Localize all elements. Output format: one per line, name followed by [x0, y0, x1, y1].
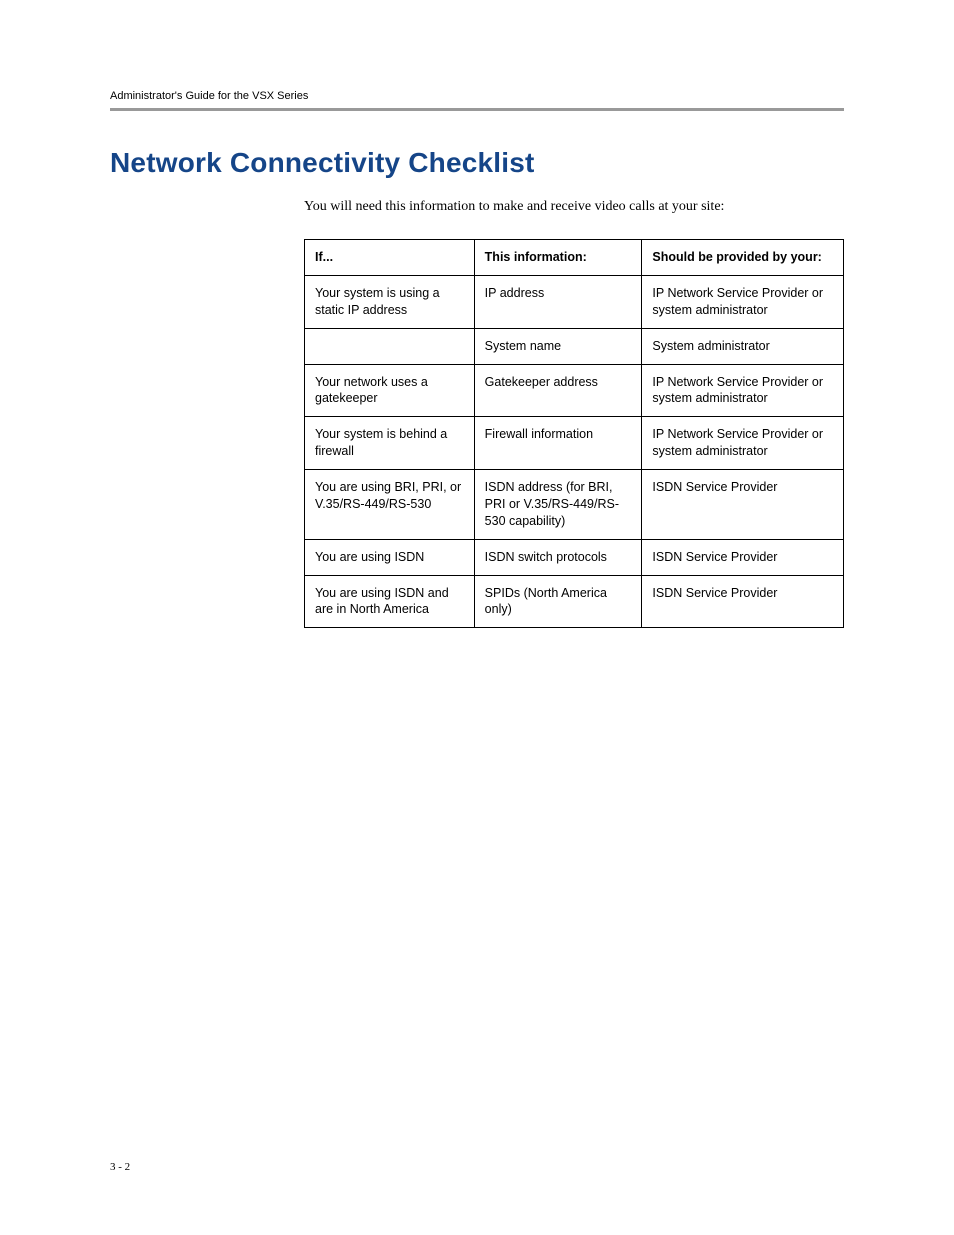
- cell-provider: ISDN Service Provider: [642, 575, 844, 628]
- section-title: Network Connectivity Checklist: [110, 147, 844, 179]
- cell-info: ISDN address (for BRI, PRI or V.35/RS-44…: [474, 470, 642, 540]
- table-header-provider: Should be provided by your:: [642, 240, 844, 276]
- cell-if: Your network uses a gatekeeper: [305, 364, 475, 417]
- table-row: Your system is behind a firewall Firewal…: [305, 417, 844, 470]
- cell-provider: IP Network Service Provider or system ad…: [642, 417, 844, 470]
- cell-info: System name: [474, 328, 642, 364]
- table-row: You are using ISDN and are in North Amer…: [305, 575, 844, 628]
- table-header-if: If...: [305, 240, 475, 276]
- page-container: Administrator's Guide for the VSX Series…: [0, 0, 954, 1235]
- cell-if: [305, 328, 475, 364]
- table-row: You are using ISDN ISDN switch protocols…: [305, 539, 844, 575]
- cell-provider: ISDN Service Provider: [642, 470, 844, 540]
- cell-info: Firewall information: [474, 417, 642, 470]
- cell-if: Your system is behind a firewall: [305, 417, 475, 470]
- table-row: System name System administrator: [305, 328, 844, 364]
- cell-provider: IP Network Service Provider or system ad…: [642, 364, 844, 417]
- checklist-table: If... This information: Should be provid…: [304, 239, 844, 628]
- table-header-info: This information:: [474, 240, 642, 276]
- running-header: Administrator's Guide for the VSX Series: [110, 90, 844, 102]
- cell-info: SPIDs (North America only): [474, 575, 642, 628]
- cell-if: Your system is using a static IP address: [305, 275, 475, 328]
- table-row: Your system is using a static IP address…: [305, 275, 844, 328]
- cell-info: Gatekeeper address: [474, 364, 642, 417]
- intro-text: You will need this information to make a…: [304, 199, 844, 215]
- cell-if: You are using BRI, PRI, or V.35/RS-449/R…: [305, 470, 475, 540]
- cell-provider: ISDN Service Provider: [642, 539, 844, 575]
- cell-info: ISDN switch protocols: [474, 539, 642, 575]
- cell-info: IP address: [474, 275, 642, 328]
- table-row: You are using BRI, PRI, or V.35/RS-449/R…: [305, 470, 844, 540]
- cell-provider: IP Network Service Provider or system ad…: [642, 275, 844, 328]
- cell-if: You are using ISDN and are in North Amer…: [305, 575, 475, 628]
- page-number: 3 - 2: [110, 1161, 130, 1173]
- table-row: Your network uses a gatekeeper Gatekeepe…: [305, 364, 844, 417]
- table-header-row: If... This information: Should be provid…: [305, 240, 844, 276]
- cell-provider: System administrator: [642, 328, 844, 364]
- cell-if: You are using ISDN: [305, 539, 475, 575]
- header-rule: [110, 108, 844, 111]
